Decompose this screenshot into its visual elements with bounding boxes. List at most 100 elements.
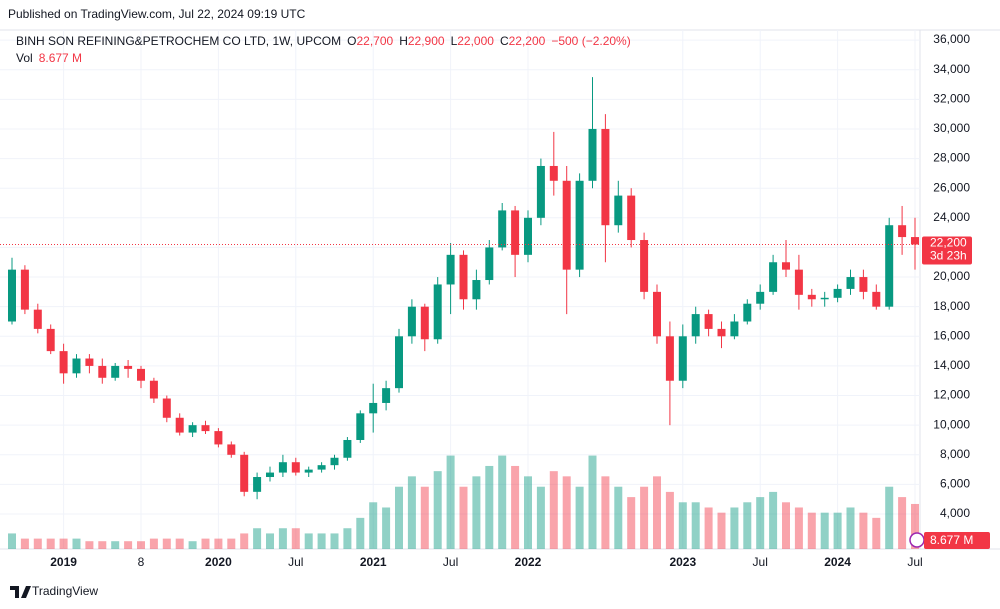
candle-body [459, 254, 468, 300]
candle-body [511, 210, 520, 255]
x-tick-label: 2024 [824, 555, 851, 569]
volume-bar [485, 465, 494, 549]
candle-body [859, 277, 868, 292]
volume-bar [678, 502, 687, 549]
plot [0, 30, 920, 549]
legend-line: BINH SON REFINING&PETROCHEM CO LTD, 1W, … [16, 34, 631, 48]
candle-body [124, 365, 133, 369]
legend-value: 22,000 [457, 34, 494, 48]
candle-body [240, 454, 249, 492]
volume-bar [885, 486, 894, 549]
candle-body [704, 314, 713, 329]
volume-bar [395, 486, 403, 549]
candle-body [395, 336, 403, 389]
volume-bar [872, 517, 881, 549]
candle-body [820, 297, 829, 300]
volume-bar [98, 541, 107, 549]
volume-bar [175, 538, 184, 549]
candle-body [898, 225, 907, 238]
y-tick-label: 6,000 [940, 477, 970, 491]
candle-body [214, 431, 223, 445]
volume-bar [20, 538, 29, 549]
volume-bar [253, 528, 262, 549]
volume-bar [575, 486, 584, 549]
volume-bar [601, 476, 610, 549]
volume-bar [536, 486, 545, 549]
y-tick-label: 32,000 [933, 91, 970, 105]
candle-body [601, 128, 610, 226]
legend-key: O [347, 34, 356, 48]
volume-box [924, 532, 990, 549]
candle-body [227, 444, 236, 455]
volume-bar [137, 541, 145, 549]
candle-body [304, 469, 313, 473]
x-tick-label: 2022 [515, 555, 542, 569]
y-tick-label: 10,000 [933, 417, 970, 431]
symbol: BINH SON REFINING&PETROCHEM CO LTD, 1W, … [16, 34, 341, 48]
y-tick-label: 26,000 [933, 180, 970, 194]
candle-body [678, 336, 687, 381]
legend-value: 22,700 [356, 34, 393, 48]
volume-bar [511, 465, 520, 549]
volume-bar [72, 538, 81, 549]
volume-bar [369, 502, 378, 549]
volume-bar [691, 502, 700, 549]
candle-body [665, 336, 674, 381]
y-tick-label: 28,000 [933, 151, 970, 165]
published: Published on TradingView.com, Jul 22, 20… [8, 7, 306, 21]
volume-bar [820, 512, 829, 549]
volume-bar [330, 533, 339, 549]
volume-bar [407, 476, 416, 549]
brand-name: TradingView [32, 584, 98, 598]
last-price-label: 22,200 [930, 236, 967, 250]
candle-body [653, 291, 661, 337]
volume-bar [201, 538, 210, 549]
candle-body [20, 269, 29, 310]
volume-label: 8.677 M [930, 533, 973, 547]
volume-bar [188, 541, 197, 549]
volume-bar [278, 528, 287, 549]
candle-body [356, 413, 365, 440]
volume-bar [898, 497, 907, 549]
candle-body [575, 180, 584, 270]
countdown: 3d 23h [930, 249, 967, 263]
volume-bar [33, 538, 42, 549]
candle-body [446, 254, 455, 285]
volume-bar [111, 541, 120, 549]
y-tick-label: 4,000 [940, 506, 970, 520]
legend-value: 22,900 [408, 34, 445, 48]
volume-bar [356, 517, 365, 549]
legend-key: C [500, 34, 509, 48]
candle-body [717, 328, 726, 337]
volume-bar [794, 507, 803, 549]
candle-body [640, 240, 649, 292]
candle-body [562, 180, 571, 270]
volume-bar [382, 507, 391, 549]
x-tick-label: Jul [753, 555, 768, 569]
volume-bar [588, 455, 597, 549]
volume-bar [124, 541, 133, 549]
candle-body [8, 269, 16, 322]
volume-bar [85, 541, 94, 549]
candle-body [872, 291, 881, 307]
candle-body [885, 225, 894, 307]
y-tick-label: 8,000 [940, 447, 970, 461]
candle-body [46, 328, 55, 352]
candle-body [330, 457, 339, 466]
volume-bar [859, 512, 868, 549]
candle-body [769, 262, 778, 292]
brand-logo [10, 586, 31, 598]
volume-bar [665, 491, 674, 549]
volume-bar [343, 528, 352, 549]
y-tick-label: 24,000 [933, 210, 970, 224]
volume-bar [304, 533, 313, 549]
volume-bar [627, 497, 636, 549]
candle-body [549, 165, 558, 181]
volume-bar [562, 476, 571, 549]
volume-bar [227, 538, 236, 549]
candle-body [833, 288, 842, 298]
candle-body [794, 269, 803, 295]
y-tick-label: 16,000 [933, 328, 970, 342]
legend-change: −500 (−2.20%) [551, 34, 630, 48]
